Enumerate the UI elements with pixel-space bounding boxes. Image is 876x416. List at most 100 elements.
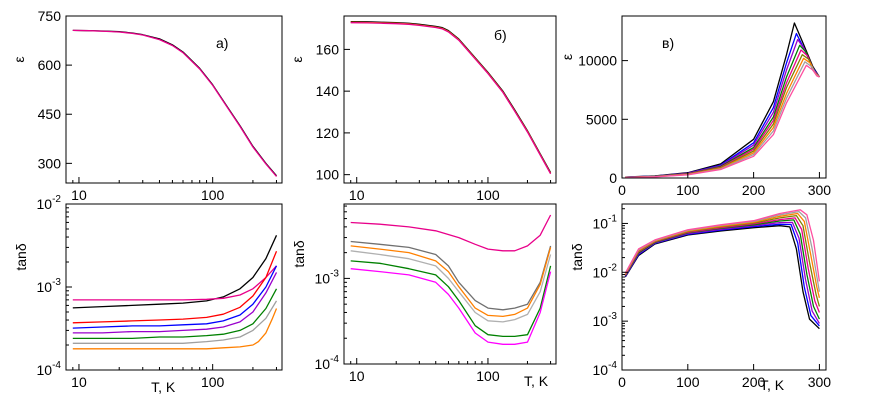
y-axis-label: ε: [289, 56, 305, 62]
y-tick-label: 10-4: [315, 354, 340, 372]
y-tick-label: 140: [316, 83, 340, 99]
series-line-2: [72, 265, 277, 301]
chart-panel-b-eps: 10 100 100 120 140 160 ε б): [289, 15, 557, 203]
series-line-3: [72, 250, 278, 324]
series-line-2: [350, 240, 552, 311]
y-tick-exponent: -4: [330, 354, 339, 365]
y-tick-label: 5000: [586, 111, 617, 127]
y-tick-label: 100: [316, 167, 340, 183]
y-tick-label: 10-2: [593, 262, 618, 280]
y-tick-label: 10-1: [593, 213, 618, 231]
y-tick-label: 10-3: [315, 268, 340, 286]
y-tick-label: 450: [38, 106, 62, 122]
y-tick-label: 600: [38, 57, 62, 73]
y-tick-exponent: -2: [608, 262, 617, 273]
panel-label: а): [216, 35, 228, 51]
series-line-5: [624, 217, 821, 313]
x-axis-label: T, K: [524, 373, 549, 389]
series-line-5: [72, 272, 278, 334]
y-tick-base: 10: [37, 279, 53, 295]
series-line-8: [72, 308, 278, 350]
y-tick-label: 120: [316, 125, 340, 141]
x-tick-label: 200: [742, 182, 766, 198]
x-axis-label: T, K: [760, 377, 785, 393]
y-tick-exponent: -4: [52, 360, 61, 371]
x-tick-label: 100: [201, 374, 225, 390]
series-line-1: [72, 29, 277, 177]
series-line-4: [350, 250, 552, 323]
x-tick-label: 100: [676, 374, 700, 390]
y-tick-base: 10: [315, 270, 331, 286]
y-tick-label: 750: [38, 8, 62, 24]
x-tick-label: 10: [349, 368, 365, 384]
y-tick-label: 0: [609, 170, 617, 186]
y-axis-label: tanδ: [569, 243, 585, 270]
y-tick-label: 160: [316, 41, 340, 57]
x-tick-label: 200: [742, 374, 766, 390]
series-line-7: [72, 300, 278, 344]
y-tick-label: 10000: [578, 53, 617, 69]
y-tick-base: 10: [593, 264, 609, 280]
y-tick-label: 10-2: [37, 194, 62, 212]
x-tick-label: 10: [349, 187, 365, 203]
y-axis-label: tanδ: [13, 243, 29, 270]
y-tick-label: 300: [38, 155, 62, 171]
series-line-3: [350, 22, 552, 175]
y-tick-base: 10: [593, 313, 609, 329]
x-tick-label: 300: [808, 182, 832, 198]
panel-label: б): [494, 27, 507, 43]
series-line-2: [72, 29, 277, 177]
series-line-2: [350, 21, 552, 174]
x-tick-label: 0: [618, 182, 626, 198]
y-tick-label: 10-3: [37, 277, 62, 295]
series-line-9: [624, 209, 821, 282]
axes-frame: [343, 15, 557, 184]
series-line-4: [624, 219, 820, 320]
axes-frame: [343, 203, 557, 365]
series-line-6: [350, 268, 552, 345]
y-tick-exponent: -3: [330, 268, 339, 279]
y-tick-label: 10-3: [593, 311, 618, 329]
x-tick-label: 10: [71, 374, 87, 390]
x-tick-label: 100: [476, 187, 500, 203]
series-line-1: [350, 20, 552, 173]
x-tick-label: 100: [201, 187, 225, 203]
y-tick-base: 10: [37, 362, 53, 378]
y-tick-base: 10: [37, 196, 53, 212]
y-tick-exponent: -1: [608, 213, 617, 224]
axes-frame: [65, 15, 283, 184]
series-line-8: [624, 210, 821, 292]
series-line-5: [350, 260, 552, 338]
series-line-3: [350, 245, 552, 318]
series-line-9: [625, 64, 820, 178]
series-line-3: [624, 221, 820, 324]
y-tick-exponent: -2: [52, 194, 61, 205]
series-line-1: [72, 235, 278, 309]
x-tick-label: 10: [71, 187, 87, 203]
series-line-1: [350, 214, 552, 252]
series-line-2: [625, 32, 820, 178]
x-tick-label: 300: [808, 374, 832, 390]
series-line-7: [624, 212, 821, 298]
x-tick-label: 100: [476, 368, 500, 384]
y-tick-exponent: -4: [608, 360, 617, 371]
y-tick-base: 10: [315, 356, 331, 372]
x-tick-label: 0: [618, 374, 626, 390]
y-tick-label: 10-4: [37, 360, 62, 378]
panel-label: в): [662, 35, 674, 51]
axes-frame: [621, 15, 827, 179]
series-line-1: [625, 22, 820, 178]
y-tick-base: 10: [593, 362, 609, 378]
y-tick-exponent: -3: [52, 277, 61, 288]
y-axis-label: tanδ: [291, 240, 307, 267]
series-line-4: [72, 265, 278, 329]
y-tick-label: 10-4: [593, 360, 618, 378]
x-axis-label: T, K: [151, 379, 176, 395]
y-axis-label: ε: [559, 54, 575, 60]
chart-panel-a-eps: 10 100 300 450 600 750 ε а): [11, 8, 283, 203]
